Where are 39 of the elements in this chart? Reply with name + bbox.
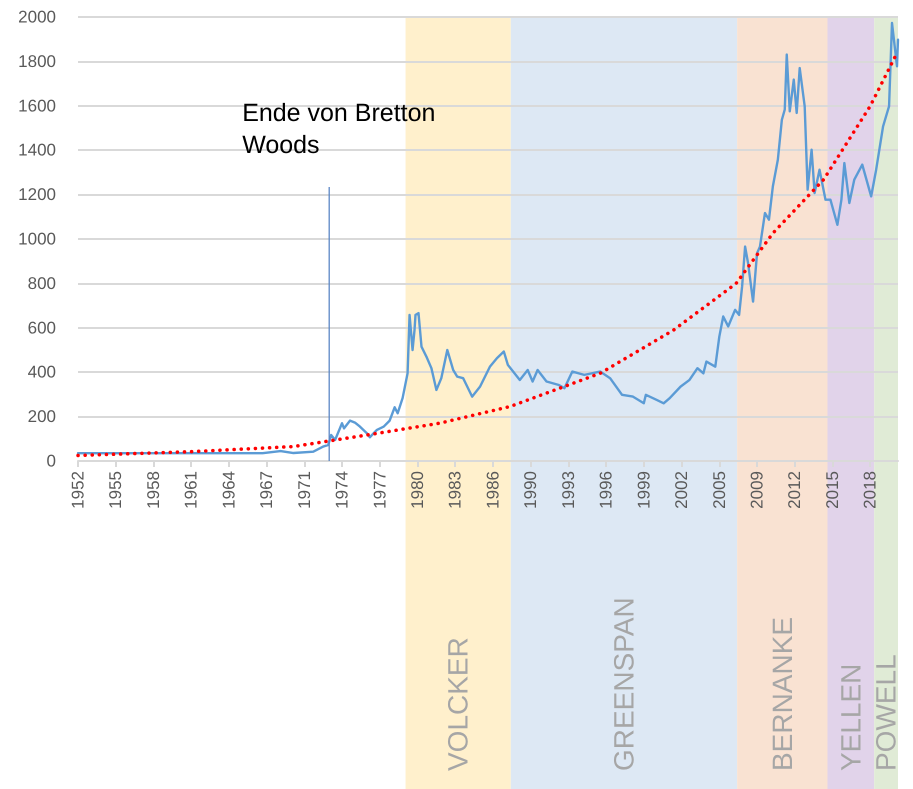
band-label: GREENSPAN [608, 597, 640, 771]
y-tick-label: 0 [46, 452, 56, 470]
x-tick-label: 1993 [558, 471, 578, 509]
x-tick-label: 1967 [257, 471, 276, 509]
y-tick-label: 1600 [18, 96, 56, 116]
band-label: YELLEN [835, 664, 866, 771]
x-tick-label: 1980 [408, 471, 427, 509]
x-tick-label: 1977 [370, 471, 390, 509]
x-tick-label: 1996 [596, 471, 616, 509]
y-tick-label: 400 [28, 362, 56, 382]
x-tick-label: 2009 [748, 471, 767, 509]
y-tick-label: 2000 [18, 8, 56, 26]
band-label: VOLCKER [442, 637, 474, 771]
x-tick-label: 1964 [219, 471, 238, 509]
y-tick-label: 600 [28, 318, 56, 338]
y-tick-label: 800 [28, 274, 56, 293]
x-tick-label: 1958 [144, 471, 163, 509]
y-tick-label: 1400 [18, 140, 56, 160]
band-label: BERNANKE [766, 616, 798, 771]
y-tick-label: 1800 [18, 52, 56, 71]
ref-line-label: Ende von Bretton Woods [242, 99, 442, 159]
x-tick-label: 1955 [106, 471, 126, 509]
x-tick-label: 2015 [822, 471, 842, 509]
x-tick-label: 1961 [182, 471, 201, 509]
x-tick-label: 2018 [860, 471, 880, 509]
x-tick-label: 1974 [332, 471, 352, 509]
x-tick-label: 1952 [68, 471, 88, 509]
y-tick-label: 1000 [18, 230, 56, 248]
x-tick-label: 2012 [785, 471, 804, 509]
y-tick-label: 1200 [18, 185, 56, 204]
x-tick-label: 2002 [672, 471, 692, 509]
x-tick-label: 1999 [634, 471, 654, 509]
y-tick-label: 200 [28, 407, 56, 426]
x-tick-label: 1990 [521, 471, 540, 509]
x-tick-label: 1971 [294, 471, 314, 509]
x-tick-label: 2005 [710, 471, 729, 509]
band-label: POWELL [870, 654, 902, 771]
x-tick-label: 1986 [483, 471, 502, 509]
x-tick-label: 1983 [446, 471, 465, 509]
